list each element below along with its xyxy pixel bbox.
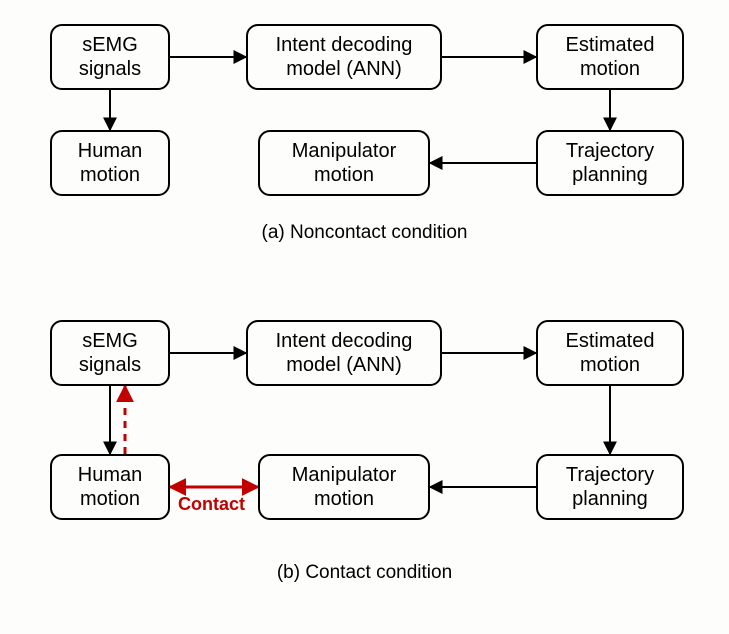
- caption-b: (b) Contact condition: [0, 562, 729, 584]
- contact-label: Contact: [178, 494, 245, 515]
- node-b-est: Estimatedmotion: [536, 320, 684, 386]
- node-b-human: Humanmotion: [50, 454, 170, 520]
- node-b-semg: sEMGsignals: [50, 320, 170, 386]
- node-a-human: Humanmotion: [50, 130, 170, 196]
- node-a-manip: Manipulatormotion: [258, 130, 430, 196]
- edges-svg: [0, 0, 729, 634]
- node-b-intent: Intent decodingmodel (ANN): [246, 320, 442, 386]
- node-a-intent: Intent decodingmodel (ANN): [246, 24, 442, 90]
- node-a-est: Estimatedmotion: [536, 24, 684, 90]
- node-b-traj: Trajectoryplanning: [536, 454, 684, 520]
- node-a-semg: sEMGsignals: [50, 24, 170, 90]
- node-a-traj: Trajectoryplanning: [536, 130, 684, 196]
- node-b-manip: Manipulatormotion: [258, 454, 430, 520]
- caption-a: (a) Noncontact condition: [0, 222, 729, 244]
